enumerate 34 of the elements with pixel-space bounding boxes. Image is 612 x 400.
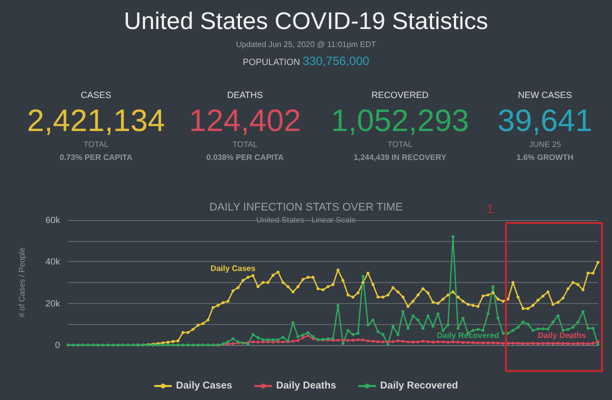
annotation: Daily Cases xyxy=(210,264,256,273)
text: 2,421,134 xyxy=(27,103,165,139)
text: 1,244,439 IN RECOVERY xyxy=(354,153,446,162)
text: United States COVID-19 Statistics xyxy=(124,8,488,36)
text: 0.73% PER CAPITA xyxy=(60,153,132,162)
text: CASES xyxy=(80,90,112,100)
text: 0.038% PER CAPITA xyxy=(206,153,284,162)
y-tick-label: 60k xyxy=(45,215,60,225)
text: Updated Jun 25, 2020 @ 11:01pm EDT xyxy=(236,40,376,49)
text: TOTAL xyxy=(232,140,258,149)
text: TOTAL xyxy=(83,140,109,149)
text: POPULATION xyxy=(242,57,302,67)
annotation: Daily Recovered xyxy=(436,331,500,340)
y-tick-label: 40k xyxy=(45,256,60,267)
y-tick-label: 20k xyxy=(45,298,60,308)
annotation: Daily Deaths xyxy=(538,331,586,340)
text: 330,756,000 xyxy=(302,54,370,68)
text: 1 xyxy=(486,202,494,216)
legend-label: Daily Cases xyxy=(176,380,233,392)
text: 124,402 xyxy=(188,103,302,139)
text: 39,641 xyxy=(498,103,592,139)
text: 1.6% GROWTH xyxy=(516,153,574,162)
y-axis-title: # of Cases / People xyxy=(18,247,26,318)
y-tick-label: 0 xyxy=(54,340,60,350)
text: TOTAL xyxy=(387,140,413,149)
text: DEATHS xyxy=(227,90,263,100)
legend-label: Daily Deaths xyxy=(276,380,337,392)
chart-title: DAILY INFECTION STATS OVER TIME xyxy=(209,202,403,214)
legend-label: Daily Recovered xyxy=(380,380,458,392)
chart-subtitle: United States - Linear Scale xyxy=(256,216,356,224)
text: RECOVERED xyxy=(371,90,429,100)
text: 1,052,293 xyxy=(331,103,469,139)
text: NEW CASES xyxy=(518,90,572,100)
text: JUNE 25 xyxy=(528,140,562,149)
